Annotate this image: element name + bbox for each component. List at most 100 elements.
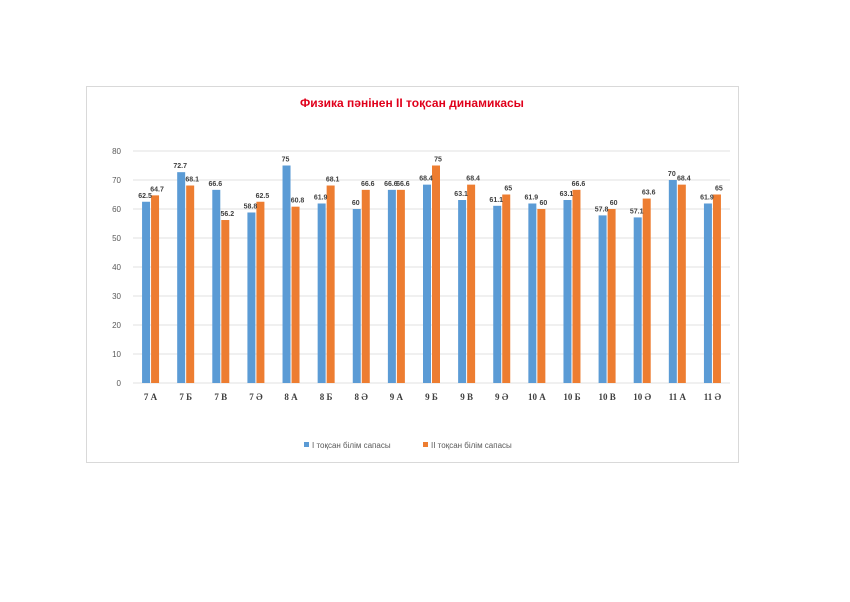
- x-tick-label: 10 А: [528, 392, 546, 402]
- bar: [703, 203, 712, 383]
- data-label: 66.6: [361, 181, 375, 188]
- chart-title: Физика пәнінен II тоқсан динамикасы: [300, 96, 524, 110]
- bar: [642, 198, 651, 383]
- bar: [387, 189, 396, 383]
- bar: [502, 194, 511, 383]
- bar: [247, 212, 256, 383]
- bar: [282, 165, 291, 383]
- bar: [186, 185, 195, 383]
- x-tick-label: 8 Ә: [355, 392, 369, 402]
- data-label: 61.1: [489, 197, 503, 204]
- legend-swatch: [304, 442, 309, 447]
- x-tick-label: 10 Ә: [633, 392, 651, 402]
- y-tick-label: 30: [112, 292, 121, 301]
- data-label: 70: [668, 171, 676, 178]
- bar: [212, 189, 221, 383]
- data-label: 68.4: [419, 176, 433, 183]
- data-label: 66.6: [396, 181, 410, 188]
- data-label: 57.1: [630, 208, 644, 215]
- data-label: 56.2: [220, 211, 234, 218]
- data-label: 60: [539, 200, 547, 207]
- data-label: 65: [715, 186, 723, 193]
- legend: I тоқсан білім сапасы II тоқсан білім сап…: [304, 441, 512, 450]
- bar: [291, 206, 300, 383]
- y-tick-label: 0: [117, 379, 122, 388]
- bar: [432, 165, 440, 383]
- data-label: 68.1: [185, 177, 199, 184]
- legend-swatch: [423, 442, 428, 447]
- bar: [493, 205, 502, 383]
- bar: [221, 220, 230, 383]
- y-tick-label: 20: [112, 321, 121, 330]
- data-label: 62.5: [256, 193, 270, 200]
- bar: [467, 184, 476, 383]
- x-tick-label: 9 Ә: [495, 392, 509, 402]
- bar: [423, 184, 431, 383]
- bar: [256, 201, 265, 383]
- data-label: 68.4: [466, 176, 480, 183]
- bar: [458, 200, 467, 383]
- x-tick-label: 11 Ә: [704, 392, 722, 402]
- bar: [572, 189, 581, 383]
- bar: [712, 194, 721, 383]
- bar: [361, 189, 370, 383]
- bar: [317, 203, 326, 383]
- bar: [607, 209, 616, 383]
- data-label: 66.6: [384, 181, 398, 188]
- data-label: 63.1: [454, 191, 468, 198]
- x-tick-label: 7 Ә: [249, 392, 263, 402]
- data-label: 62.5: [138, 193, 152, 200]
- bar: [677, 184, 686, 383]
- data-label: 58.8: [244, 203, 258, 210]
- data-label: 75: [282, 157, 290, 164]
- data-label: 68.4: [677, 176, 691, 183]
- bar: [537, 209, 546, 383]
- data-label: 61.9: [314, 194, 328, 201]
- bar: [598, 215, 607, 383]
- chart-area: [86, 86, 739, 463]
- data-label: 61.9: [525, 194, 539, 201]
- bar: [668, 180, 677, 383]
- y-axis-ticks: 0 10 20 30 40 50 60 70 80: [112, 147, 121, 388]
- legend-item-label: II тоқсан білім сапасы: [431, 441, 512, 450]
- bar: [633, 217, 642, 383]
- bar: [151, 195, 160, 383]
- bar: [396, 189, 405, 383]
- bar: [326, 185, 335, 383]
- data-label: 57.8: [595, 206, 609, 213]
- x-tick-label: 9 Б: [425, 392, 438, 402]
- x-tick-label: 9 В: [460, 392, 473, 402]
- bar: [563, 200, 572, 383]
- x-axis-ticks: 7 А 7 Б 7 В 7 Ә 8 А 8 Б 8 Ә 9 А 9 Б 9 В 9 Ә 10 А 10 …: [144, 392, 722, 402]
- data-label: 65: [504, 186, 512, 193]
- bar: [352, 209, 361, 383]
- x-tick-label: 7 В: [214, 392, 227, 402]
- x-tick-label: 11 А: [669, 392, 687, 402]
- data-label: 60.8: [291, 198, 305, 205]
- x-tick-label: 8 А: [284, 392, 298, 402]
- legend-item-label: I тоқсан білім сапасы: [312, 441, 391, 450]
- data-label: 75: [434, 157, 442, 164]
- y-tick-label: 60: [112, 205, 121, 214]
- y-tick-label: 50: [112, 234, 121, 243]
- y-tick-label: 80: [112, 147, 121, 156]
- x-tick-label: 7 Б: [179, 392, 192, 402]
- data-label: 66.6: [208, 181, 222, 188]
- data-label: 60: [352, 200, 360, 207]
- data-label: 66.6: [572, 181, 586, 188]
- y-tick-label: 70: [112, 176, 121, 185]
- data-label: 64.7: [150, 186, 164, 193]
- data-label: 68.1: [326, 177, 340, 184]
- bar: [142, 201, 151, 383]
- x-tick-label: 7 А: [144, 392, 158, 402]
- x-tick-label: 10 В: [598, 392, 615, 402]
- gridlines: [133, 150, 730, 384]
- data-label: 61.9: [700, 194, 714, 201]
- x-tick-label: 8 Б: [320, 392, 333, 402]
- bars: [142, 165, 721, 383]
- data-label: 63.6: [642, 190, 656, 197]
- x-tick-label: 9 А: [390, 392, 404, 402]
- data-label: 72.7: [173, 163, 187, 170]
